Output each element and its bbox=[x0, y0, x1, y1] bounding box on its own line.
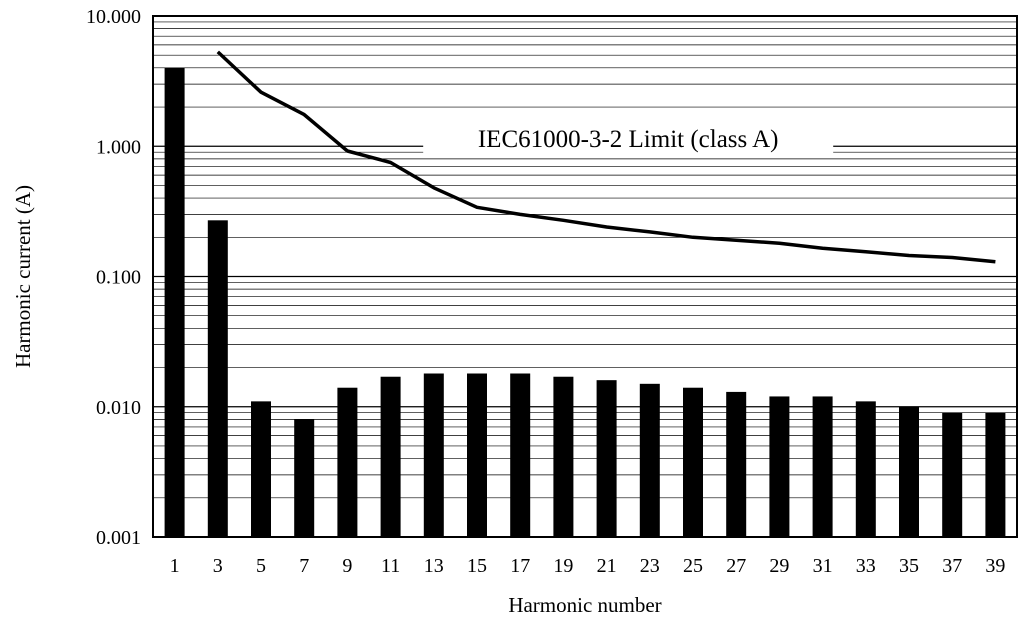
x-tick-label: 1 bbox=[170, 555, 180, 577]
x-tick-label: 23 bbox=[640, 555, 660, 577]
x-tick-label: 21 bbox=[597, 555, 617, 577]
bar-harmonic-29 bbox=[769, 396, 790, 537]
annotation-layer: IEC61000-3-2 Limit (class A) bbox=[423, 122, 834, 156]
x-tick-label: 27 bbox=[726, 555, 746, 577]
y-tick-label: 0.010 bbox=[96, 397, 141, 419]
x-tick-label: 13 bbox=[424, 555, 444, 577]
x-tick-label: 25 bbox=[683, 555, 703, 577]
y-tick-label: 10.000 bbox=[86, 6, 141, 28]
y-tick-label: 0.001 bbox=[96, 527, 141, 549]
bar-harmonic-15 bbox=[467, 373, 487, 537]
annotation-background bbox=[423, 122, 834, 156]
x-tick-label: 7 bbox=[299, 555, 309, 577]
x-tick-label: 5 bbox=[256, 555, 266, 577]
bar-harmonic-5 bbox=[251, 401, 271, 537]
x-tick-label: 31 bbox=[813, 555, 833, 577]
bar-harmonic-19 bbox=[553, 376, 574, 537]
y-axis-ticks: 10.000 1.000 0.100 0.010 0.001 bbox=[86, 6, 141, 549]
x-axis-ticks: 1 3 5 7 9 11 13 15 17 19 21 23 25 27 29 31 33 35 37 39 bbox=[170, 555, 1006, 577]
bar-harmonic-25 bbox=[683, 387, 703, 537]
plot-area-frame bbox=[152, 15, 1018, 538]
limit-annotation: IEC61000-3-2 Limit (class A) bbox=[478, 126, 779, 153]
x-tick-label: 17 bbox=[510, 555, 530, 577]
x-tick-label: 37 bbox=[942, 555, 962, 577]
bar-harmonic-11 bbox=[380, 376, 401, 537]
bar-harmonic-3 bbox=[207, 220, 228, 537]
x-tick-label: 9 bbox=[342, 555, 352, 577]
x-tick-label: 29 bbox=[769, 555, 789, 577]
y-tick-label: 1.000 bbox=[96, 136, 141, 158]
x-tick-label: 19 bbox=[553, 555, 573, 577]
bar-harmonic-23 bbox=[639, 383, 660, 537]
bar-harmonic-13 bbox=[423, 373, 444, 537]
bar-harmonic-7 bbox=[294, 419, 315, 537]
bar-harmonic-17 bbox=[510, 373, 531, 537]
limit-line-series bbox=[216, 50, 996, 264]
bar-harmonic-1 bbox=[164, 67, 185, 537]
limit-line bbox=[216, 50, 996, 264]
x-tick-label: 3 bbox=[213, 555, 223, 577]
bar-harmonic-33 bbox=[855, 401, 876, 537]
y-axis-title: Harmonic current (A) bbox=[11, 185, 35, 368]
bar-harmonic-21 bbox=[596, 380, 617, 537]
bar-harmonic-31 bbox=[812, 396, 833, 537]
bar-harmonic-9 bbox=[337, 387, 358, 537]
bar-harmonic-37 bbox=[942, 412, 963, 537]
x-tick-label: 33 bbox=[856, 555, 876, 577]
x-tick-label: 35 bbox=[899, 555, 919, 577]
x-tick-label: 11 bbox=[381, 555, 400, 577]
bar-harmonic-35 bbox=[899, 406, 919, 537]
x-tick-label: 15 bbox=[467, 555, 487, 577]
bar-harmonic-27 bbox=[726, 391, 747, 537]
bar-harmonic-39 bbox=[985, 412, 1006, 537]
x-tick-label: 39 bbox=[985, 555, 1005, 577]
bar-series bbox=[164, 67, 1006, 537]
x-axis-title: Harmonic number bbox=[508, 593, 661, 617]
y-tick-label: 0.100 bbox=[96, 267, 141, 289]
